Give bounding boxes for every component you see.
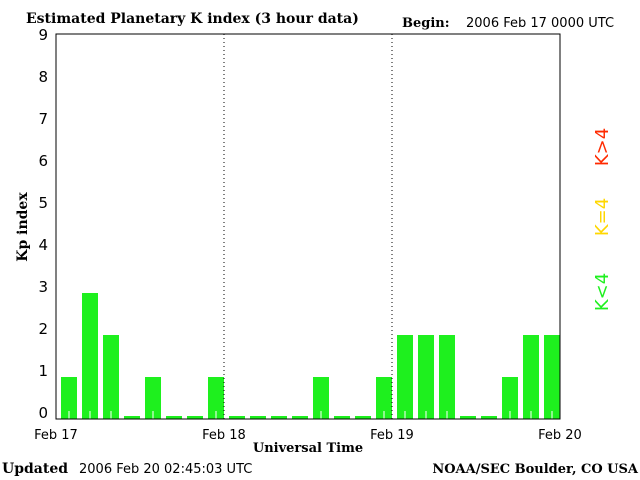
y-tick-label: 4 bbox=[38, 236, 48, 254]
y-tick-label: 6 bbox=[38, 152, 48, 170]
y-axis-label: Kp index bbox=[15, 192, 31, 262]
x-tick-label: Feb 17 bbox=[34, 428, 78, 443]
kp-bar bbox=[103, 335, 119, 419]
kp-bar bbox=[250, 416, 266, 419]
kp-bar bbox=[187, 416, 203, 419]
kp-bar bbox=[61, 377, 77, 419]
kp-bar bbox=[208, 377, 224, 419]
y-tick-label: 9 bbox=[38, 26, 48, 44]
chart-title: Estimated Planetary K index (3 hour data… bbox=[26, 11, 359, 27]
kp-bar bbox=[460, 416, 476, 419]
kp-bar bbox=[418, 335, 434, 419]
legend-item: K>4 bbox=[592, 128, 613, 166]
kp-bar bbox=[439, 335, 455, 419]
kp-bar bbox=[397, 335, 413, 419]
kp-bar bbox=[292, 416, 308, 419]
kp-bar bbox=[544, 335, 560, 419]
x-axis-label: Universal Time bbox=[253, 441, 363, 456]
legend-item: K=4 bbox=[592, 198, 613, 236]
kp-bar bbox=[313, 377, 329, 419]
y-tick-label: 5 bbox=[38, 194, 48, 212]
y-tick-label: 7 bbox=[38, 110, 48, 128]
kp-bar bbox=[82, 293, 98, 419]
kp-bar bbox=[523, 335, 539, 419]
y-tick-label: 0 bbox=[38, 404, 48, 422]
kp-bar bbox=[271, 416, 287, 419]
kp-bar bbox=[145, 377, 161, 419]
y-tick-label: 8 bbox=[38, 68, 48, 86]
updated-label: Updated bbox=[2, 461, 68, 477]
y-tick-label: 3 bbox=[38, 278, 48, 296]
kp-bar bbox=[124, 416, 140, 419]
kp-bar bbox=[481, 416, 497, 419]
kp-bar bbox=[355, 416, 371, 419]
x-tick-label: Feb 20 bbox=[538, 428, 582, 443]
kp-bar bbox=[229, 416, 245, 419]
y-tick-label: 2 bbox=[38, 320, 48, 338]
kp-bar bbox=[166, 416, 182, 419]
begin-label: Begin: bbox=[402, 16, 450, 31]
x-tick-label: Feb 18 bbox=[202, 428, 246, 443]
begin-value: 2006 Feb 17 0000 UTC bbox=[466, 16, 614, 31]
kp-bar bbox=[376, 377, 392, 419]
legend-item: K<4 bbox=[592, 273, 613, 311]
kp-bar bbox=[334, 416, 350, 419]
updated-value: 2006 Feb 20 02:45:03 UTC bbox=[79, 462, 252, 477]
plot-frame bbox=[55, 33, 561, 420]
kp-bar bbox=[502, 377, 518, 419]
y-tick-label: 1 bbox=[38, 362, 48, 380]
x-tick-label: Feb 19 bbox=[370, 428, 414, 443]
source-credit: NOAA/SEC Boulder, CO USA bbox=[432, 462, 639, 477]
